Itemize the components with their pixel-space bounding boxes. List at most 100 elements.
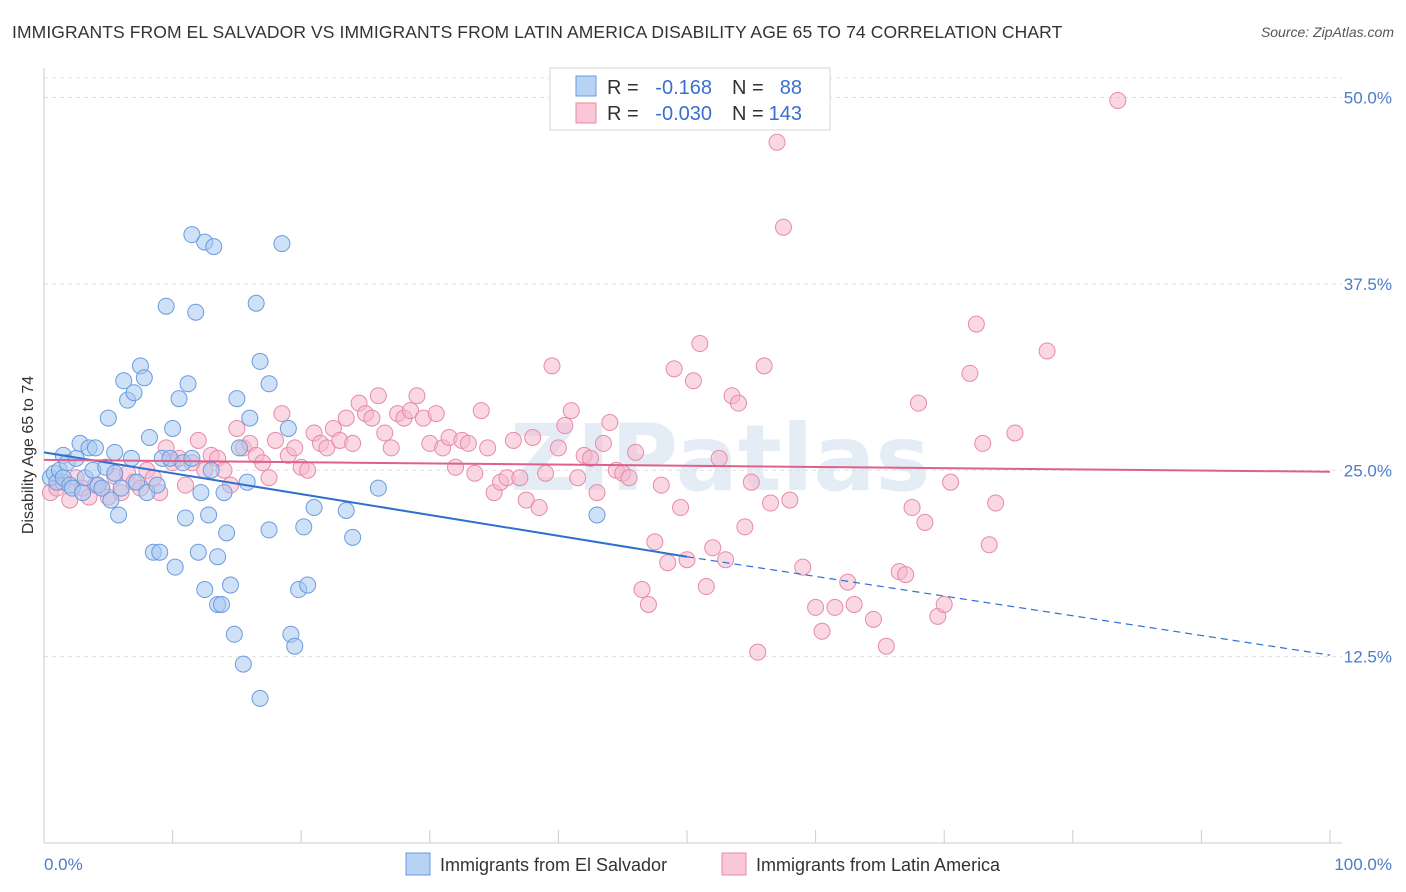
data-point-latin-america bbox=[189, 431, 207, 449]
data-point-el-salvador bbox=[209, 548, 227, 566]
data-point-latin-america bbox=[794, 558, 812, 576]
data-point-latin-america bbox=[877, 637, 895, 655]
data-point-el-salvador bbox=[93, 479, 111, 497]
legend-r-label-2: R = bbox=[607, 103, 639, 125]
data-point-el-salvador bbox=[247, 294, 265, 312]
legend-r-label-1: R = bbox=[607, 77, 639, 99]
data-point-el-salvador bbox=[164, 420, 182, 438]
data-point-latin-america bbox=[974, 434, 992, 452]
data-point-el-salvador bbox=[166, 558, 184, 576]
legend-swatch-pink bbox=[575, 102, 597, 124]
series-latin-america-points bbox=[41, 91, 1127, 661]
data-point-latin-america bbox=[176, 476, 194, 494]
data-point-latin-america bbox=[807, 598, 825, 616]
data-point-latin-america bbox=[633, 581, 651, 599]
data-point-latin-america bbox=[228, 420, 246, 438]
data-point-el-salvador bbox=[110, 506, 128, 524]
data-point-el-salvador bbox=[176, 509, 194, 527]
data-point-latin-america bbox=[369, 387, 387, 405]
legend-n-value-1: 88 bbox=[780, 77, 802, 99]
data-point-el-salvador bbox=[148, 476, 166, 494]
data-point-latin-america bbox=[530, 499, 548, 517]
data-point-el-salvador bbox=[170, 390, 188, 408]
data-point-el-salvador bbox=[74, 484, 92, 502]
data-point-el-salvador bbox=[212, 595, 230, 613]
data-point-latin-america bbox=[472, 402, 490, 420]
data-point-latin-america bbox=[639, 595, 657, 613]
data-point-el-salvador bbox=[196, 581, 214, 599]
data-point-el-salvador bbox=[135, 369, 153, 387]
y-tick-label: 50.0% bbox=[1344, 89, 1392, 108]
data-point-el-salvador bbox=[260, 375, 278, 393]
data-point-el-salvador bbox=[218, 524, 236, 542]
data-point-el-salvador bbox=[140, 428, 158, 446]
data-point-latin-america bbox=[646, 533, 664, 551]
y-axis-title: Disability Age 65 to 74 bbox=[20, 376, 37, 534]
data-point-el-salvador bbox=[202, 461, 220, 479]
data-point-el-salvador bbox=[251, 352, 269, 370]
data-point-latin-america bbox=[1109, 91, 1127, 109]
data-point-latin-america bbox=[382, 439, 400, 457]
data-point-latin-america bbox=[627, 443, 645, 461]
data-point-el-salvador bbox=[241, 409, 259, 427]
data-point-latin-america bbox=[659, 554, 677, 572]
data-point-el-salvador bbox=[151, 543, 169, 561]
data-point-latin-america bbox=[601, 414, 619, 432]
data-point-latin-america bbox=[543, 357, 561, 375]
data-point-el-salvador bbox=[122, 449, 140, 467]
legend-n-label-2: N = bbox=[732, 103, 764, 125]
data-point-el-salvador bbox=[251, 689, 269, 707]
legend-r-value-2: -0.030 bbox=[655, 103, 712, 125]
data-point-latin-america bbox=[408, 387, 426, 405]
data-point-latin-america bbox=[903, 499, 921, 517]
data-point-el-salvador bbox=[238, 473, 256, 491]
data-point-latin-america bbox=[864, 610, 882, 628]
data-point-latin-america bbox=[562, 402, 580, 420]
data-point-latin-america bbox=[717, 551, 735, 569]
data-point-el-salvador bbox=[286, 637, 304, 655]
data-point-el-salvador bbox=[200, 506, 218, 524]
data-point-latin-america bbox=[980, 536, 998, 554]
legend-n-label-1: N = bbox=[732, 77, 764, 99]
data-point-el-salvador bbox=[279, 420, 297, 438]
data-point-latin-america bbox=[1038, 342, 1056, 360]
trend-lines bbox=[43, 451, 1331, 656]
data-point-el-salvador bbox=[192, 484, 210, 502]
data-point-el-salvador bbox=[215, 484, 233, 502]
data-point-latin-america bbox=[678, 551, 696, 569]
data-point-latin-america bbox=[582, 449, 600, 467]
bottom-legend-label-pink: Immigrants from Latin America bbox=[756, 855, 1001, 875]
series-legend: Immigrants from El Salvador Immigrants f… bbox=[405, 852, 1001, 876]
data-point-latin-america bbox=[697, 578, 715, 596]
data-point-el-salvador bbox=[337, 502, 355, 520]
data-point-el-salvador bbox=[86, 439, 104, 457]
data-point-latin-america bbox=[742, 473, 760, 491]
data-point-latin-america bbox=[511, 469, 529, 487]
data-point-latin-america bbox=[466, 464, 484, 482]
data-point-latin-america bbox=[672, 499, 690, 517]
data-point-el-salvador bbox=[183, 449, 201, 467]
data-point-latin-america bbox=[755, 357, 773, 375]
data-point-latin-america bbox=[427, 405, 445, 423]
y-tick-label: 12.5% bbox=[1344, 648, 1392, 667]
data-point-latin-america bbox=[402, 402, 420, 420]
data-point-latin-america bbox=[549, 439, 567, 457]
data-point-el-salvador bbox=[260, 521, 278, 539]
data-point-el-salvador bbox=[221, 576, 239, 594]
data-point-latin-america bbox=[479, 439, 497, 457]
data-point-latin-america bbox=[299, 461, 317, 479]
data-point-latin-america bbox=[845, 595, 863, 613]
stats-legend: R = -0.168 N = 88 R = -0.030 N = 143 bbox=[549, 67, 831, 131]
data-point-latin-america bbox=[684, 372, 702, 390]
data-point-el-salvador bbox=[106, 443, 124, 461]
trend-line-latin-america bbox=[43, 458, 1331, 473]
data-point-latin-america bbox=[447, 458, 465, 476]
data-point-latin-america bbox=[652, 476, 670, 494]
data-point-el-salvador bbox=[183, 226, 201, 244]
data-point-el-salvador bbox=[344, 528, 362, 546]
bottom-legend-swatch-pink bbox=[721, 852, 747, 876]
data-point-el-salvador bbox=[299, 576, 317, 594]
data-point-latin-america bbox=[916, 513, 934, 531]
data-point-latin-america bbox=[762, 494, 780, 512]
data-point-latin-america bbox=[363, 409, 381, 427]
